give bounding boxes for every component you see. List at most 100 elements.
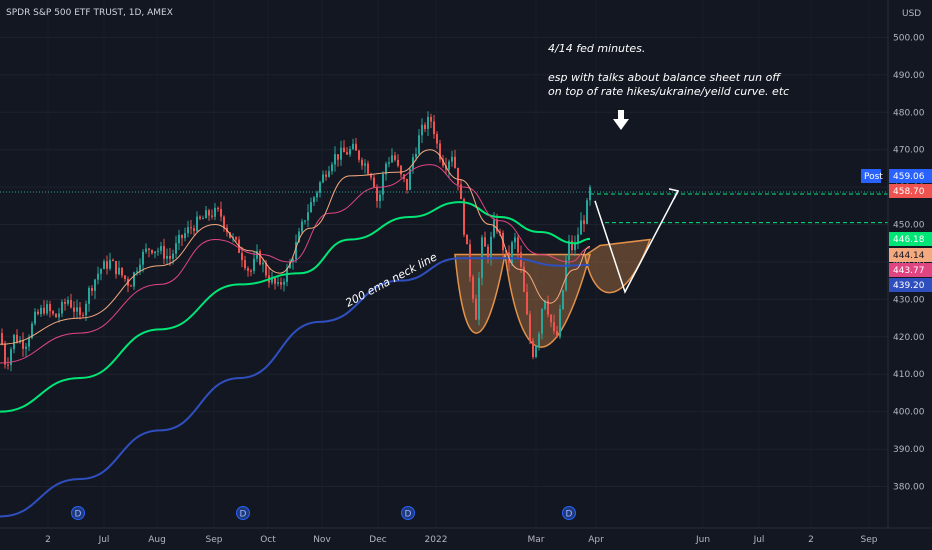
x-tick-label: Dec: [369, 535, 386, 545]
candle-body: [454, 156, 456, 168]
candle-body: [538, 333, 540, 347]
candle-body: [259, 250, 261, 265]
y-tick-label: 480.00: [893, 108, 925, 118]
price-badge-bg: [889, 263, 932, 277]
y-tick-label: 490.00: [893, 71, 925, 81]
candle-body: [478, 277, 480, 320]
dividend-marker-label: D: [405, 510, 412, 520]
candle-body: [367, 163, 369, 174]
candle-body: [364, 163, 366, 166]
x-tick-label: 2022: [425, 535, 448, 545]
candle-body: [40, 307, 42, 315]
y-tick-label: 420.00: [893, 333, 925, 343]
candle-body: [274, 277, 276, 284]
candle-body: [322, 174, 324, 183]
candle-body: [319, 182, 321, 193]
candle-body: [115, 261, 117, 275]
x-tick-label: Apr: [588, 535, 604, 545]
x-tick-label: Oct: [260, 535, 276, 545]
candle-body: [196, 216, 198, 232]
candle-body: [295, 242, 297, 260]
candle-body: [97, 273, 99, 280]
candle-body: [217, 207, 219, 209]
candle-body: [301, 221, 303, 232]
candle-body: [532, 340, 534, 358]
candle-body: [118, 267, 120, 275]
candle-body: [247, 268, 249, 271]
y-tick-label: 400.00: [893, 408, 925, 418]
candle-body: [292, 259, 294, 263]
candle-body: [208, 210, 210, 216]
x-tick-label: Jun: [695, 535, 710, 545]
candle-body: [409, 169, 411, 190]
dividend-marker-icon[interactable]: [71, 506, 85, 520]
candle-body: [136, 271, 138, 273]
candle-body: [157, 250, 159, 252]
price-badge-value: 446.18: [893, 235, 925, 245]
y-tick-label: 390.00: [893, 445, 925, 455]
time-axis[interactable]: 2 Jul Aug Sep Oct Nov Dec 2022 Mar Apr Jun Jul 2 Sep: [45, 535, 878, 545]
candle-body: [184, 233, 186, 239]
candle-body: [355, 143, 357, 151]
candle-body: [391, 155, 393, 163]
candle-body: [100, 269, 102, 274]
x-tick-label: Jul: [753, 535, 765, 545]
price-badge-value: 443.77: [893, 266, 925, 276]
candle-body: [313, 197, 315, 203]
candle-body: [22, 340, 24, 349]
candle-body: [193, 228, 195, 232]
candle-body: [577, 234, 579, 244]
candle-body: [10, 349, 12, 365]
candle-body: [214, 207, 216, 217]
candle-body: [349, 149, 351, 155]
candle-body: [16, 334, 18, 343]
candle-body: [394, 155, 396, 160]
dividend-marker-icon[interactable]: [236, 506, 250, 520]
candle-body: [211, 215, 213, 217]
candle-body: [535, 346, 537, 358]
candle-body: [31, 323, 33, 338]
candle-body: [547, 300, 549, 315]
candle-body: [265, 262, 267, 276]
candle-body: [220, 208, 222, 217]
candle-body: [103, 261, 105, 270]
candle-body: [334, 154, 336, 165]
candle-body: [346, 152, 348, 155]
candle-body: [385, 163, 387, 175]
candle-body: [352, 143, 354, 150]
candle-body: [52, 311, 54, 314]
candle-body: [328, 171, 330, 177]
candle-body: [514, 237, 516, 243]
dividend-marker-icon[interactable]: [562, 506, 576, 520]
candle-body: [589, 187, 591, 201]
candle-body: [583, 220, 585, 224]
candle-body: [463, 199, 465, 235]
candle-body: [541, 308, 543, 334]
y-tick-label: 380.00: [893, 483, 925, 493]
candle-body: [511, 242, 513, 264]
candle-body: [559, 308, 561, 337]
candle-body: [526, 291, 528, 315]
y-tick-label: 410.00: [893, 370, 925, 380]
candle-body: [448, 161, 450, 170]
candle-body: [304, 220, 306, 222]
candle-body: [421, 124, 423, 136]
x-tick-label: Jul: [98, 535, 110, 545]
ema-50-line: [0, 201, 591, 413]
x-tick-label: Nov: [313, 535, 331, 545]
candle-body: [418, 135, 420, 154]
dividend-marker-icon[interactable]: [401, 506, 415, 520]
candle-body: [88, 288, 90, 304]
candle-body: [484, 237, 486, 247]
candle-body: [199, 216, 201, 219]
candle-body: [493, 219, 495, 237]
candle-body: [571, 240, 573, 251]
candle-body: [202, 218, 204, 220]
candle-body: [163, 246, 165, 259]
price-axis[interactable]: 380.00 390.00 400.00 410.00 420.00 430.00 440.…: [893, 33, 925, 492]
candle-body: [586, 200, 588, 224]
candle-body: [58, 313, 60, 318]
candle-body: [4, 344, 6, 365]
